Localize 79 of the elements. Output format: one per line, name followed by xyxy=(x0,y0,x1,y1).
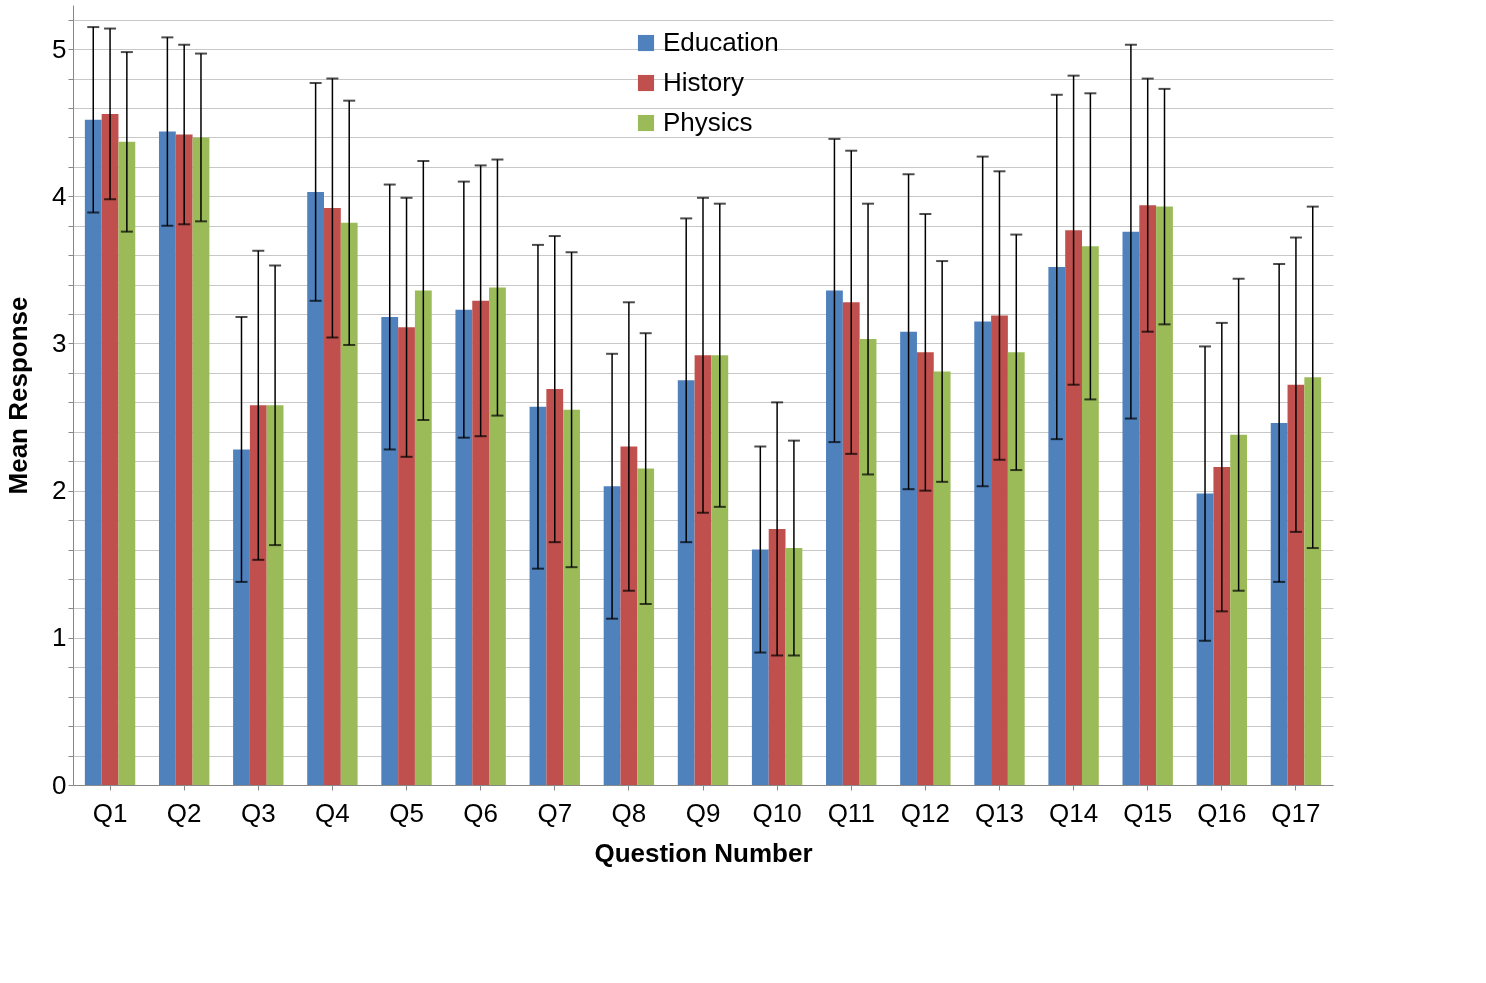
bar xyxy=(785,548,803,785)
bar xyxy=(192,137,210,785)
y-tick-label: 1 xyxy=(52,622,67,653)
y-axis-title: Mean Response xyxy=(3,296,34,495)
bar xyxy=(768,528,786,785)
bar xyxy=(1065,230,1082,785)
bar xyxy=(1081,246,1099,785)
bar xyxy=(1230,434,1248,785)
x-tick-label: Q12 xyxy=(900,797,950,828)
bar xyxy=(933,371,951,785)
bar xyxy=(563,409,580,785)
x-tick-label: Q10 xyxy=(752,797,802,828)
bar xyxy=(603,486,621,785)
bar xyxy=(900,331,917,785)
bar xyxy=(826,290,843,785)
bar xyxy=(233,449,250,785)
bar xyxy=(529,406,547,785)
bar xyxy=(175,134,193,785)
bar xyxy=(381,317,399,785)
x-tick-label: Q2 xyxy=(166,797,202,828)
x-tick-label: Q8 xyxy=(611,797,647,828)
bar xyxy=(711,355,729,785)
bar xyxy=(974,321,992,785)
bar xyxy=(324,208,341,785)
bar xyxy=(1156,206,1173,785)
bar xyxy=(118,141,136,785)
x-tick-label: Q17 xyxy=(1271,797,1321,828)
bar xyxy=(916,352,934,785)
x-tick-label: Q6 xyxy=(463,797,498,828)
bar xyxy=(1048,266,1066,785)
bar xyxy=(1139,205,1157,785)
y-tick-label: 0 xyxy=(52,769,67,800)
bar xyxy=(455,309,473,785)
legend-label: Physics xyxy=(663,107,753,137)
bar xyxy=(620,446,638,785)
x-tick-label: Q9 xyxy=(685,797,721,828)
bar xyxy=(307,191,325,785)
bar xyxy=(1122,231,1140,785)
x-tick-label: Q15 xyxy=(1123,797,1173,828)
bar xyxy=(1007,352,1025,785)
bar xyxy=(1287,384,1305,785)
bar xyxy=(991,315,1008,785)
y-tick-label: 3 xyxy=(52,327,67,358)
bar xyxy=(1196,493,1214,785)
legend-label: Education xyxy=(663,27,779,57)
bar xyxy=(1304,377,1322,785)
x-axis-title: Question Number xyxy=(594,837,813,868)
bar xyxy=(398,327,415,785)
bar xyxy=(546,389,564,785)
bar xyxy=(489,287,506,785)
bar xyxy=(266,405,284,785)
bar xyxy=(249,405,267,785)
x-tick-label: Q4 xyxy=(315,797,350,828)
x-tick-label: Q13 xyxy=(974,797,1025,828)
bar xyxy=(859,339,877,785)
legend-label: History xyxy=(663,67,744,97)
x-tick-label: Q3 xyxy=(240,797,276,828)
bar xyxy=(101,113,119,785)
x-tick-label: Q5 xyxy=(389,797,424,828)
bar xyxy=(694,355,712,785)
x-tick-label: Q7 xyxy=(537,797,573,828)
bar xyxy=(414,290,432,785)
y-tick-label: 4 xyxy=(52,180,67,211)
bar xyxy=(84,119,102,785)
bar xyxy=(158,131,176,785)
bar xyxy=(340,222,358,785)
bar xyxy=(637,468,655,785)
bar xyxy=(751,549,769,785)
bar xyxy=(1213,467,1231,785)
y-tick-label: 5 xyxy=(52,33,67,64)
x-tick-label: Q14 xyxy=(1049,797,1099,828)
y-tick-label: 2 xyxy=(52,475,67,506)
bar xyxy=(842,302,860,785)
bar xyxy=(677,380,695,785)
bar xyxy=(1270,422,1288,785)
x-tick-label: Q1 xyxy=(92,797,128,828)
bar xyxy=(472,300,490,785)
x-tick-label: Q16 xyxy=(1197,797,1247,828)
x-tick-label: Q11 xyxy=(827,797,875,828)
